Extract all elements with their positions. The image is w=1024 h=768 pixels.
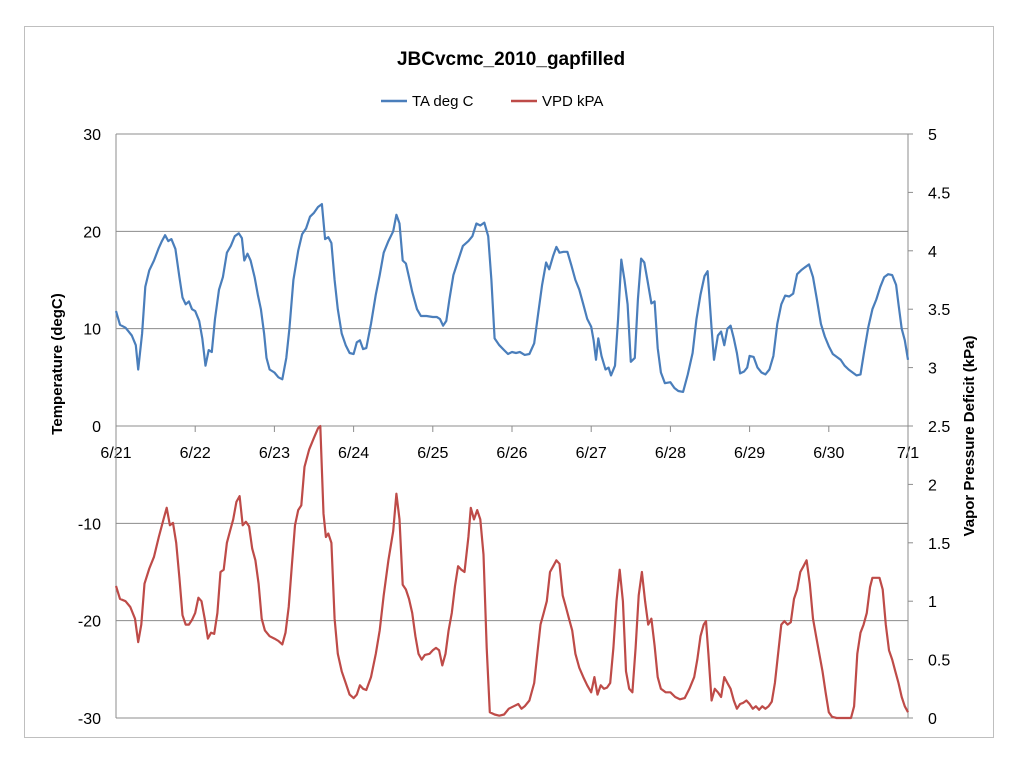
x-tick-label: 6/27 [576,445,607,462]
y-left-tick-label: 20 [83,224,101,241]
legend-label-ta: TA deg C [412,93,474,110]
x-tick-label: 6/25 [417,445,448,462]
x-tick-label: 6/24 [338,445,369,462]
y-left-tick-label: 0 [92,419,101,436]
series-line-ta [114,203,910,393]
y-right-tick-label: 3 [928,361,937,378]
y-axis-left-title: Temperature (degC) [49,293,66,434]
legend: TA deg C VPD kPA [381,93,603,110]
y-right-tick-label: 3.5 [928,302,950,319]
plot-area [114,203,910,720]
y-right-tick-label: 4 [928,244,937,261]
y-axis-right: 0 0.5 1 1.5 2 2.5 3 3.5 4 4.5 5 [907,127,950,728]
y-right-tick-label: 1 [928,594,937,611]
y-left-tick-label: -10 [78,516,101,533]
x-tick-label: 6/30 [813,445,844,462]
x-tick-label: 6/22 [180,445,211,462]
y-left-tick-label: 30 [83,127,101,144]
y-left-tick-label: -30 [78,711,101,728]
y-axis-right-title: Vapor Pressure Deficit (kPa) [961,336,978,537]
x-tick-label: 6/28 [655,445,686,462]
chart-frame: 6/21 6/22 6/23 6/24 6/25 6/26 6/27 6/28 6/29 6/30… [24,26,994,738]
y-right-tick-label: 1.5 [928,536,950,553]
y-left-tick-label: 10 [83,322,101,339]
y-right-tick-label: 4.5 [928,185,950,202]
y-right-tick-label: 2 [928,477,937,494]
y-axis-left: -30 -20 -10 0 10 20 30 [78,127,117,728]
x-axis: 6/21 6/22 6/23 6/24 6/25 6/26 6/27 6/28 6/29 6/30… [100,425,919,462]
x-tick-label: 6/23 [259,445,290,462]
series-line-vpd [114,424,909,720]
x-tick-label: 6/26 [496,445,527,462]
chart-title: JBCvcmc_2010_gapfilled [397,49,625,70]
y-right-tick-label: 5 [928,127,937,144]
x-tick-label: 6/29 [734,445,765,462]
y-right-tick-label: 2.5 [928,419,950,436]
y-left-tick-label: -20 [78,614,101,631]
line-chart: 6/21 6/22 6/23 6/24 6/25 6/26 6/27 6/28 6/29 6/30… [49,49,978,728]
y-right-tick-label: 0.5 [928,653,950,670]
legend-label-vpd: VPD kPA [542,93,603,110]
y-right-tick-label: 0 [928,711,937,728]
